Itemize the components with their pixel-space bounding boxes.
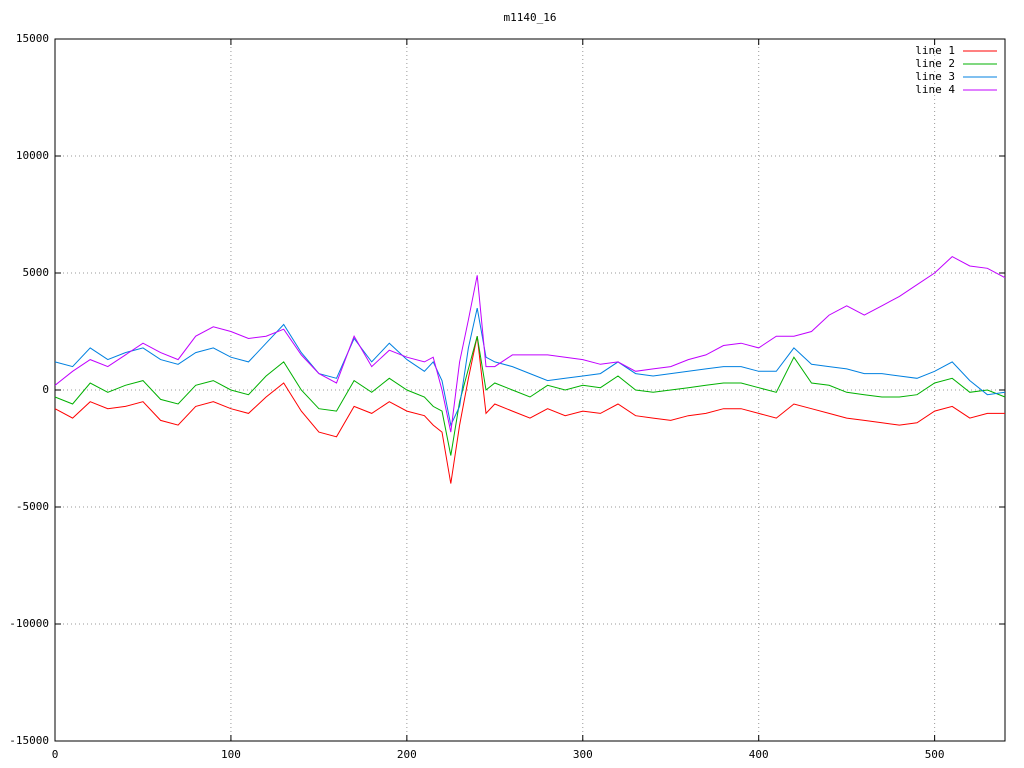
y-tick-label: 15000 [16,32,49,45]
y-tick-label: 5000 [23,266,50,279]
x-tick-label: 200 [397,748,417,761]
y-tick-label: -5000 [16,500,49,513]
y-tick-label: 10000 [16,149,49,162]
legend-label: line 1 [915,44,955,57]
series-line [54,255,1006,433]
x-tick-label: 0 [52,748,59,761]
legend-label: line 2 [915,57,955,70]
x-tick-label: 500 [925,748,945,761]
series-line [54,307,1006,427]
legend-label: line 4 [915,83,955,96]
chart-title: m1140_16 [504,11,557,24]
x-tick-label: 300 [573,748,593,761]
series-line [54,336,1005,484]
y-tick-label: -15000 [9,734,49,747]
plot-frame [54,38,1006,742]
y-tick-label: 0 [42,383,49,396]
legend-label: line 3 [915,70,955,83]
x-tick-label: 100 [221,748,241,761]
series-line [54,336,1006,456]
x-tick-label: 400 [749,748,769,761]
y-tick-label: -10000 [9,617,49,630]
